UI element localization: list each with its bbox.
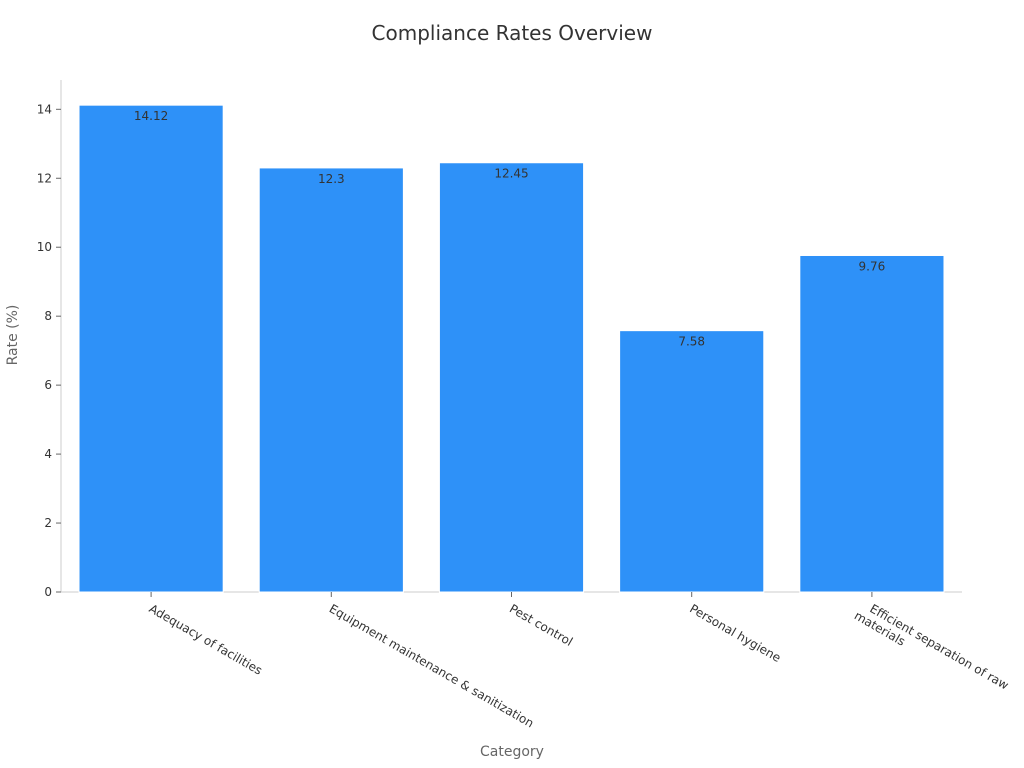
bar-data-label: 12.45 — [494, 167, 528, 181]
bar-data-label: 7.58 — [678, 335, 705, 349]
x-tick-label-line: Equipment maintenance & sanitization — [327, 601, 536, 730]
y-tick-label: 6 — [44, 378, 52, 392]
x-tick-label-line: Adequacy of facilities — [147, 601, 265, 677]
y-tick-label: 14 — [37, 102, 52, 116]
bar-data-label: 14.12 — [134, 109, 168, 123]
y-tick-label: 12 — [37, 171, 52, 185]
x-tick-label-line: Personal hygiene — [687, 601, 783, 665]
y-tick-label: 2 — [44, 516, 52, 530]
x-tick-label: Efficient separation of rawmaterials — [852, 596, 1011, 704]
bar — [619, 330, 765, 593]
bar — [438, 162, 585, 593]
x-tick-label: Equipment maintenance & sanitization — [327, 601, 536, 730]
y-tick-label: 0 — [44, 585, 52, 599]
x-axis-title: Category — [480, 744, 544, 760]
x-tick-label-line: Pest control — [507, 601, 575, 648]
x-tick-label: Adequacy of facilities — [147, 601, 265, 677]
x-tick-label: Personal hygiene — [687, 601, 783, 665]
y-axis-title: Rate (%) — [5, 305, 21, 366]
bar — [799, 254, 945, 593]
bar — [258, 167, 404, 593]
y-tick-label: 8 — [44, 309, 52, 323]
x-tick-label-line: Efficient separation of raw — [867, 601, 1011, 692]
y-tick-label: 4 — [44, 447, 52, 461]
bar — [78, 104, 224, 593]
x-tick-label: Pest control — [507, 601, 575, 648]
chart-title: Compliance Rates Overview — [372, 21, 653, 45]
bar-data-label: 9.76 — [859, 259, 886, 273]
bar-data-label: 12.3 — [318, 172, 345, 186]
y-tick-label: 10 — [37, 240, 52, 254]
plot-area: 0 2 4 6 8 10 12 14 14.12 Adequacy of facilities 12… — [37, 80, 1011, 730]
